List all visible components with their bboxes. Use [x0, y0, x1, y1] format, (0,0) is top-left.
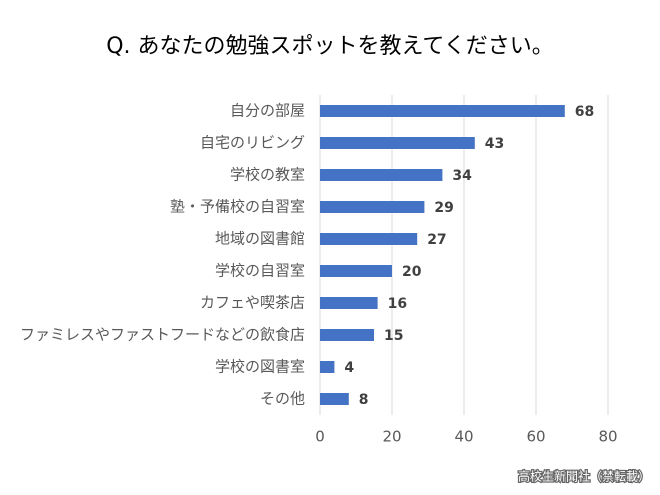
y-tick-label: 学校の自習室 — [215, 262, 305, 280]
bar — [320, 169, 443, 181]
bar — [320, 297, 378, 309]
data-label: 43 — [485, 136, 504, 152]
data-label: 4 — [344, 360, 354, 376]
x-tick-label: 20 — [382, 428, 401, 446]
y-tick-label: 地域の図書館 — [215, 230, 305, 248]
x-tick-label: 0 — [315, 428, 325, 446]
data-label: 15 — [384, 328, 403, 344]
bar — [320, 233, 418, 245]
y-tick-label: 学校の図書室 — [215, 358, 305, 376]
y-tick-label: ファミレスやファストフードなどの飲食店 — [20, 326, 305, 344]
bar — [320, 137, 475, 149]
data-label: 20 — [402, 264, 422, 280]
source-note: 高校生新聞社（禁転載） — [518, 469, 650, 484]
data-label: 27 — [427, 232, 446, 248]
bar — [320, 361, 335, 373]
x-tick-label: 60 — [526, 428, 545, 446]
bar — [320, 105, 565, 117]
y-tick-label: その他 — [260, 390, 305, 408]
x-tick-label: 80 — [598, 428, 617, 446]
chart-title: Q. あなたの勉強スポットを教えてください。 — [106, 34, 554, 59]
y-tick-label: 塾・予備校の自習室 — [170, 198, 305, 216]
y-tick-label: 学校の教室 — [230, 166, 305, 184]
data-label: 34 — [452, 168, 472, 184]
y-tick-label: 自宅のリビング — [200, 134, 305, 152]
data-label: 29 — [434, 200, 453, 216]
data-label: 16 — [388, 296, 407, 312]
bar — [320, 265, 392, 277]
y-tick-label: 自分の部屋 — [230, 102, 305, 120]
x-tick-label: 40 — [454, 428, 473, 446]
bar — [320, 329, 374, 341]
bar — [320, 393, 349, 405]
y-tick-label: カフェや喫茶店 — [200, 294, 305, 312]
bar — [320, 201, 425, 213]
data-label: 68 — [575, 104, 594, 120]
data-label: 8 — [359, 392, 369, 408]
